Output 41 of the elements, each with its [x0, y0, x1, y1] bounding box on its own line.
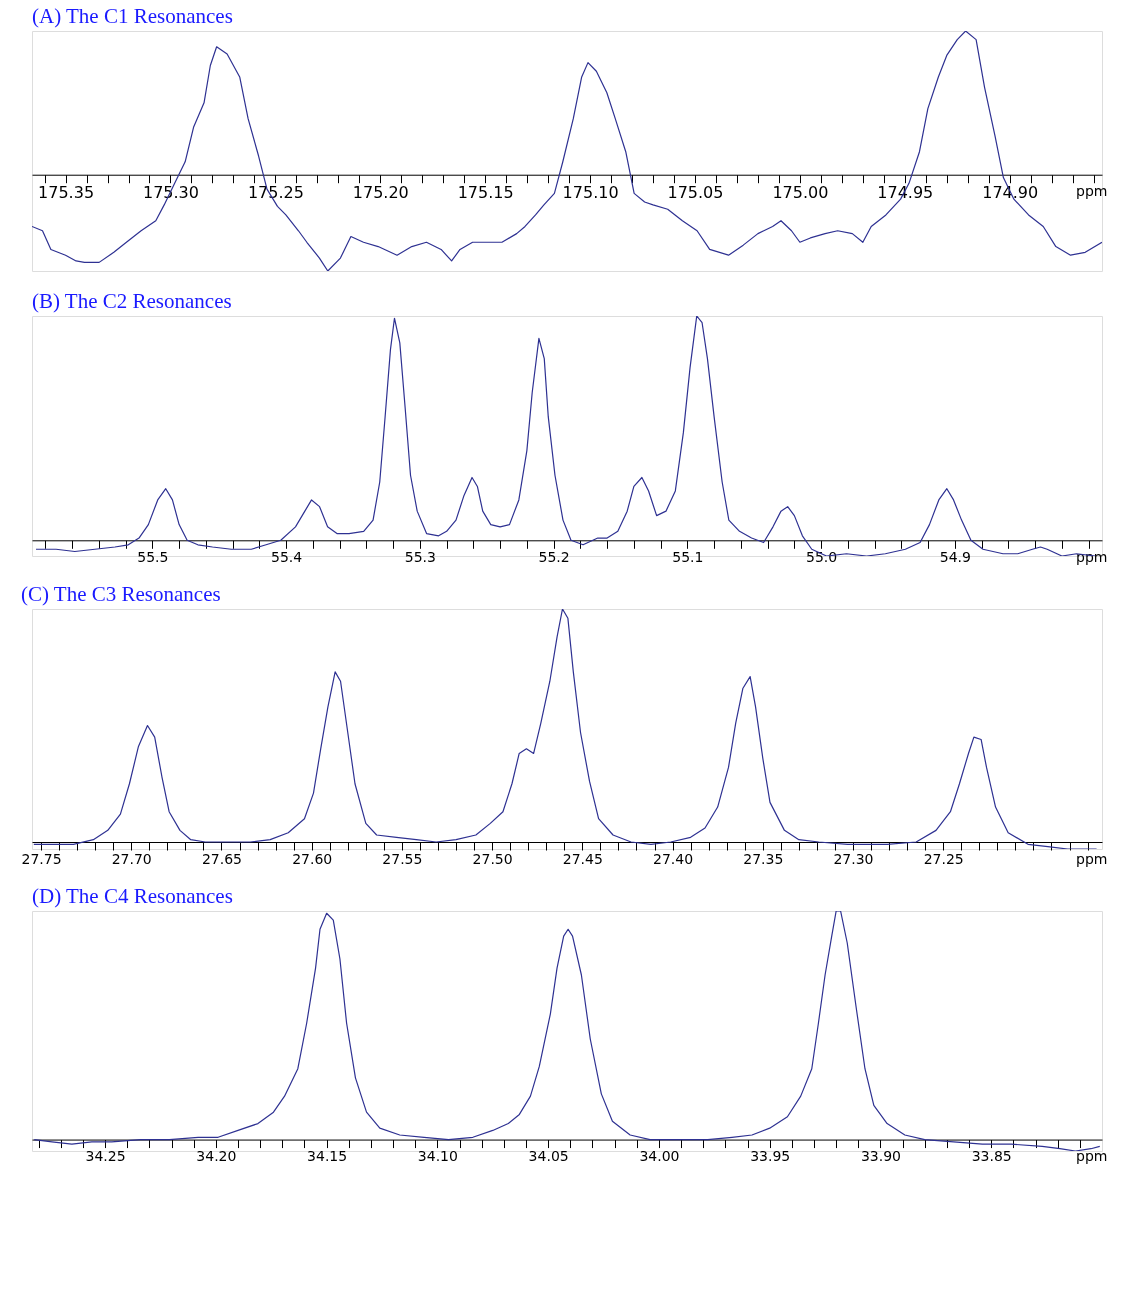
x-tick-label: 55.4 — [271, 548, 303, 565]
x-axis-title: ppm — [1076, 548, 1108, 565]
x-tick-label: 175.20 — [352, 183, 409, 203]
x-tick-label: 27.60 — [292, 850, 333, 867]
x-tick-label: 175.10 — [562, 183, 619, 203]
x-tick-label: 55.0 — [806, 548, 838, 565]
x-tick-label: 27.40 — [653, 850, 694, 867]
x-tick-label: 33.95 — [750, 1148, 791, 1165]
x-tick-label: 27.35 — [743, 850, 784, 867]
x-tick-label: 33.90 — [860, 1148, 902, 1165]
x-tick-label: 34.20 — [196, 1148, 237, 1165]
x-tick-label: 175.15 — [457, 183, 514, 203]
x-tick-label: 175.00 — [772, 183, 829, 203]
x-tick-label: 34.10 — [417, 1148, 458, 1165]
x-axis-title: ppm — [1076, 850, 1108, 867]
x-tick-label: 34.25 — [85, 1148, 126, 1165]
x-tick-label: 27.25 — [923, 850, 964, 867]
x-axis-title: ppm — [1076, 183, 1108, 200]
x-tick-label: 27.55 — [382, 850, 423, 867]
chart-title: (C) The C3 Resonances — [20, 582, 221, 606]
chart-title: (A) The C1 Resonances — [32, 4, 233, 28]
x-tick-label: 27.65 — [201, 850, 243, 867]
x-tick-label: 55.5 — [137, 548, 169, 565]
x-axis-title: ppm — [1076, 1148, 1108, 1165]
x-tick-label: 54.9 — [939, 548, 971, 565]
chart-title: (B) The C2 Resonances — [32, 289, 232, 313]
x-tick-label: 34.15 — [307, 1148, 348, 1165]
x-tick-label: 27.45 — [562, 850, 603, 867]
x-tick-label: 27.30 — [833, 850, 874, 867]
x-tick-label: 33.85 — [971, 1148, 1012, 1165]
x-tick-label: 34.05 — [528, 1148, 569, 1165]
x-tick-label: 55.2 — [538, 548, 570, 565]
x-tick-label: 175.35 — [38, 183, 95, 203]
x-tick-label: 175.05 — [667, 183, 724, 203]
x-tick-label: 27.70 — [111, 850, 152, 867]
x-tick-label: 55.3 — [404, 548, 436, 565]
x-tick-label: 27.50 — [472, 850, 513, 867]
x-tick-label: 34.00 — [639, 1148, 680, 1165]
x-tick-label: 55.1 — [672, 548, 704, 565]
x-tick-label: 27.75 — [21, 850, 62, 867]
chart-title: (D) The C4 Resonances — [32, 884, 233, 908]
